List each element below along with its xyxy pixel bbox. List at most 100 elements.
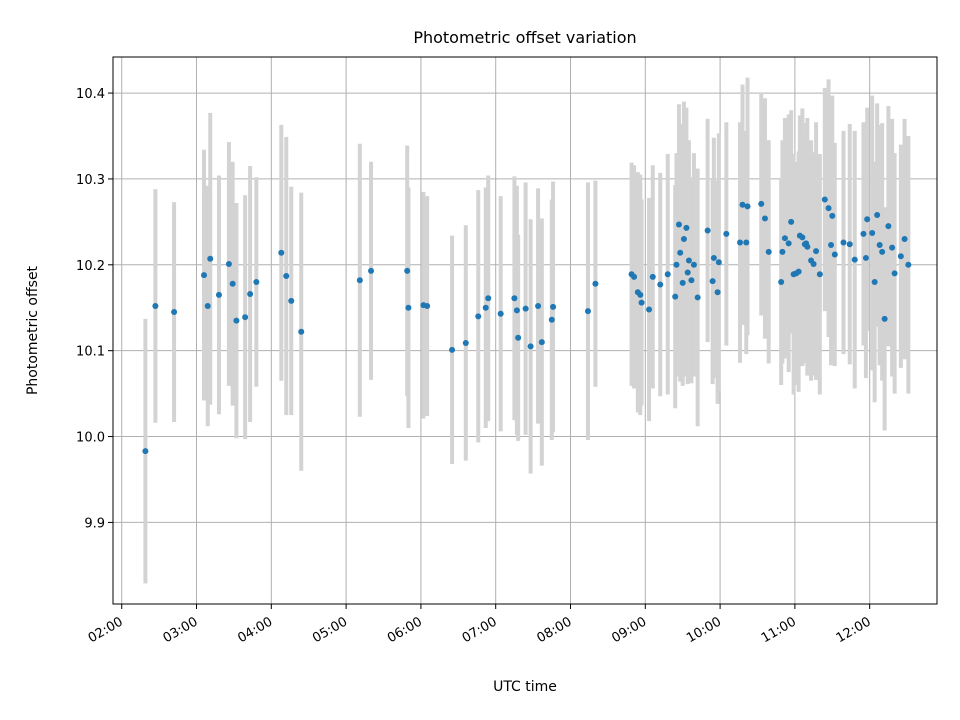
data-point [710,254,717,261]
data-point [709,278,716,285]
data-point [646,306,653,313]
data-point [765,248,772,255]
data-point [637,291,644,298]
data-point [288,297,295,304]
chart-title: Photometric offset variation [413,28,636,47]
data-point [690,261,697,268]
data-point [253,278,260,285]
data-point [881,315,888,322]
data-point [515,334,522,341]
data-point [737,239,744,246]
data-point [225,260,232,267]
data-point [283,272,290,279]
data-point [891,270,898,277]
data-point [548,316,555,323]
data-point [204,303,211,310]
data-point [675,221,682,228]
data-point [905,261,912,268]
data-point [631,273,638,280]
data-point [715,259,722,266]
data-point [685,257,692,264]
data-point [657,281,664,288]
data-point [672,293,679,300]
data-point [511,295,518,302]
data-point [785,240,792,247]
data-point [788,218,795,225]
data-point [846,241,853,248]
data-point [743,239,750,246]
y-tick-label: 10.1 [76,345,105,360]
y-tick-label: 10.4 [76,87,105,102]
data-point [683,224,690,231]
y-tick-label: 10.2 [76,259,105,274]
y-tick-label: 9.9 [84,516,105,531]
data-point [761,215,768,222]
plot-frame [112,56,938,605]
data-point [704,227,711,234]
data-point [592,280,599,287]
data-point [278,249,285,256]
data-point [405,304,412,311]
data-point [247,291,254,298]
data-point [758,200,765,207]
y-tick-label: 10.0 [76,431,105,446]
data-point [368,267,375,274]
data-point [810,260,817,267]
data-point [142,448,149,455]
data-point [901,236,908,243]
data-point [215,291,222,298]
data-point [816,271,823,278]
data-point [879,248,886,255]
data-point [714,289,721,296]
data-point [680,236,687,243]
data-point [298,328,305,335]
data-point [795,268,802,275]
data-point [889,244,896,251]
data-point [535,303,542,310]
data-point [723,230,730,237]
data-point [527,343,534,350]
data-point [664,271,671,278]
data-point [828,242,835,249]
data-point [201,272,208,279]
data-point [677,249,684,256]
data-point [799,234,806,241]
data-point [229,280,236,287]
data-point [885,223,892,230]
data-points [142,196,912,455]
data-point [649,273,656,280]
data-point [684,269,691,276]
data-point [862,254,869,261]
data-point [744,203,751,210]
data-point [778,278,785,285]
data-point [821,196,828,203]
data-point [781,235,788,242]
data-point [825,205,832,212]
data-point [739,201,746,208]
data-point [673,261,680,268]
data-point [242,314,249,321]
y-tick-label: 10.3 [76,173,105,188]
data-point [813,248,820,255]
data-point [513,307,520,314]
data-point [171,309,178,316]
data-point [475,313,482,320]
data-point [538,339,545,346]
data-point [851,256,858,263]
data-point [897,253,904,260]
data-point [779,248,786,255]
data-point [829,212,836,219]
data-point [584,308,591,315]
data-point [497,310,504,317]
x-axis-label: UTC time [493,679,557,695]
data-point [462,339,469,346]
data-point [485,295,492,302]
data-point [860,230,867,237]
data-point [522,305,529,312]
data-point [876,242,883,249]
data-point [207,255,214,262]
data-point [482,304,489,311]
data-point [831,251,838,258]
data-point [152,303,159,310]
